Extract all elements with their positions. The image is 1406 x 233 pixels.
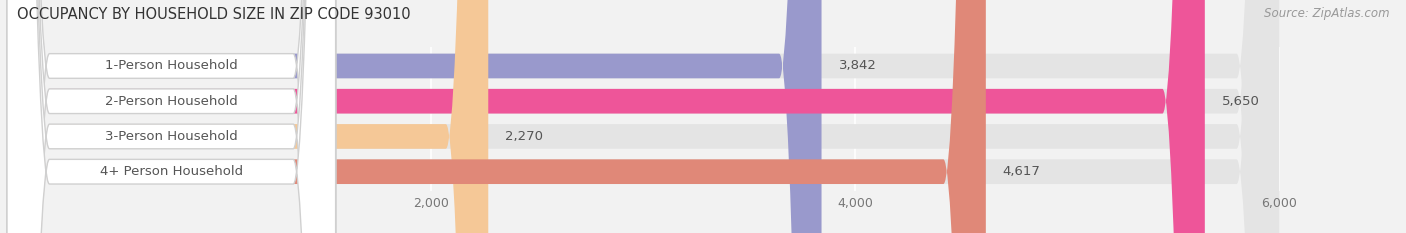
Text: 5,650: 5,650 — [1222, 95, 1260, 108]
FancyBboxPatch shape — [7, 0, 1279, 233]
FancyBboxPatch shape — [7, 0, 821, 233]
FancyBboxPatch shape — [7, 0, 986, 233]
Text: OCCUPANCY BY HOUSEHOLD SIZE IN ZIP CODE 93010: OCCUPANCY BY HOUSEHOLD SIZE IN ZIP CODE … — [17, 7, 411, 22]
FancyBboxPatch shape — [7, 0, 336, 233]
FancyBboxPatch shape — [7, 0, 488, 233]
Text: 2,270: 2,270 — [505, 130, 543, 143]
FancyBboxPatch shape — [7, 0, 336, 233]
FancyBboxPatch shape — [7, 0, 1279, 233]
Text: 4,617: 4,617 — [1002, 165, 1040, 178]
Text: Source: ZipAtlas.com: Source: ZipAtlas.com — [1264, 7, 1389, 20]
Text: 1-Person Household: 1-Person Household — [105, 59, 238, 72]
FancyBboxPatch shape — [7, 0, 336, 233]
FancyBboxPatch shape — [7, 0, 1279, 233]
FancyBboxPatch shape — [7, 0, 336, 233]
FancyBboxPatch shape — [7, 0, 1205, 233]
Text: 2-Person Household: 2-Person Household — [105, 95, 238, 108]
Text: 3,842: 3,842 — [838, 59, 876, 72]
Text: 3-Person Household: 3-Person Household — [105, 130, 238, 143]
Text: 4+ Person Household: 4+ Person Household — [100, 165, 243, 178]
FancyBboxPatch shape — [7, 0, 1279, 233]
